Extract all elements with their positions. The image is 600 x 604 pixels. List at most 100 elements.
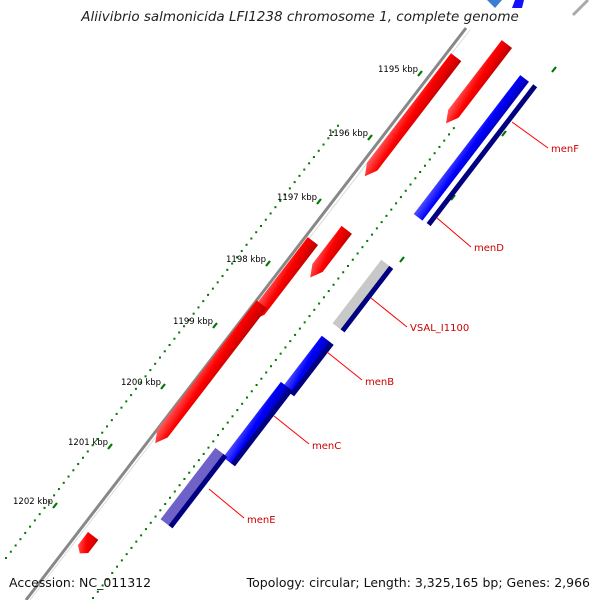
minor-tick: [106, 578, 109, 581]
major-tick-inner: [551, 66, 557, 73]
cds-reverse-bar[interactable]: [282, 335, 331, 395]
minor-tick: [226, 421, 229, 424]
minor-tick: [245, 396, 248, 399]
minor-tick: [192, 312, 195, 315]
minor-tick: [433, 152, 436, 155]
cds-forward-arrow[interactable]: [360, 53, 462, 180]
minor-tick: [231, 415, 234, 418]
minor-tick: [245, 243, 248, 246]
minor-tick: [395, 202, 398, 205]
genome-backbone-arc: [24, 27, 468, 601]
minor-tick: [235, 256, 238, 259]
label-leader-line: [370, 297, 408, 328]
minor-tick: [298, 174, 301, 177]
minor-tick: [236, 409, 239, 412]
minor-tick: [322, 296, 325, 299]
minor-tick: [202, 452, 205, 455]
minor-tick: [115, 412, 118, 415]
major-tick: [160, 383, 166, 390]
minor-tick: [197, 459, 200, 462]
minor-tick: [298, 327, 301, 330]
minor-tick: [173, 337, 176, 340]
minor-tick: [371, 233, 374, 236]
minor-tick: [125, 400, 128, 403]
minor-tick: [351, 258, 354, 261]
gene-bar[interactable]: [340, 265, 394, 333]
gene-bar[interactable]: [231, 387, 293, 467]
cds-reverse-bar[interactable]: [160, 447, 225, 526]
label-leader-line: [208, 488, 245, 519]
minor-tick: [279, 352, 282, 355]
minor-tick: [313, 308, 316, 311]
tick-label: 1196 kbp: [328, 129, 368, 139]
minor-tick: [96, 590, 99, 593]
minor-tick: [327, 290, 330, 293]
minor-tick: [120, 406, 123, 409]
minor-tick: [414, 177, 417, 180]
gene-label[interactable]: menC: [312, 441, 341, 452]
cds-reverse-bar[interactable]: [223, 381, 290, 464]
minor-tick: [48, 500, 51, 503]
minor-tick: [452, 127, 455, 130]
gene-label[interactable]: menE: [247, 515, 276, 526]
label-leader-line: [511, 121, 549, 149]
gene-bar[interactable]: [426, 84, 538, 227]
minor-tick: [375, 227, 378, 230]
gene-label[interactable]: menF: [551, 144, 579, 155]
tick-label: 1195 kbp: [378, 65, 418, 75]
minor-tick: [250, 390, 253, 393]
minor-tick: [322, 143, 325, 146]
minor-tick: [279, 199, 282, 202]
minor-tick: [178, 331, 181, 334]
minor-tick: [327, 137, 330, 140]
minor-tick: [255, 384, 258, 387]
minor-tick: [53, 494, 56, 497]
minor-tick: [221, 427, 224, 430]
minor-tick: [260, 377, 263, 380]
cds-forward-arrow[interactable]: [247, 237, 319, 324]
minor-tick: [231, 262, 234, 265]
major-tick: [316, 198, 322, 205]
minor-tick: [154, 515, 157, 518]
cds-forward-arrow[interactable]: [150, 300, 267, 447]
major-tick-inner: [399, 256, 405, 263]
minor-tick: [217, 434, 220, 437]
gene-label[interactable]: menD: [474, 243, 504, 254]
partial-feature-top-blue[interactable]: [512, 0, 524, 8]
minor-tick: [43, 506, 46, 509]
pseudo-gene-bar[interactable]: [332, 259, 391, 330]
cds-forward-arrow[interactable]: [441, 40, 513, 127]
accession-text: Accession: NC_011312: [9, 575, 152, 590]
major-tick: [417, 70, 423, 77]
major-tick: [52, 502, 58, 509]
minor-tick: [308, 315, 311, 318]
minor-tick: [72, 469, 75, 472]
minor-tick: [265, 371, 268, 374]
minor-tick: [269, 212, 272, 215]
gene-label[interactable]: VSAL_I1100: [410, 323, 469, 334]
gene-bar[interactable]: [168, 453, 228, 529]
minor-tick: [164, 503, 167, 506]
minor-tick: [101, 431, 104, 434]
minor-tick: [399, 196, 402, 199]
minor-tick: [274, 358, 277, 361]
minor-tick: [173, 490, 176, 493]
cds-reverse-bar[interactable]: [413, 75, 529, 221]
minor-tick: [221, 275, 224, 278]
minor-tick: [9, 550, 12, 553]
cds-forward-arrow[interactable]: [305, 225, 352, 282]
cds-forward-arrow-partial[interactable]: [75, 532, 99, 557]
minor-tick: [250, 237, 253, 240]
minor-tick: [211, 287, 214, 290]
minor-tick: [62, 481, 65, 484]
minor-tick: [317, 149, 320, 152]
gene-bar[interactable]: [290, 341, 334, 397]
minor-tick: [419, 171, 422, 174]
minor-tick: [86, 450, 89, 453]
minor-tick: [294, 333, 297, 336]
minor-tick: [207, 446, 210, 449]
partial-feature-top[interactable]: [487, 0, 502, 8]
gene-label[interactable]: menB: [365, 377, 394, 388]
